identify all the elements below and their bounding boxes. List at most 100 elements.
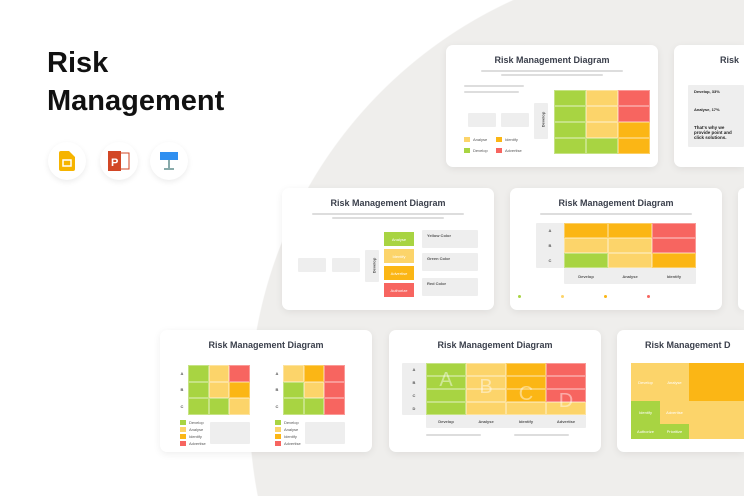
slide-preview-1[interactable]: Risk Management Diagram Develop Analyse … xyxy=(446,45,658,167)
slide-preview-7[interactable]: Risk Management Diagram A B C D A B C D Develo… xyxy=(389,330,601,452)
slide-preview-5[interactable] xyxy=(738,188,744,310)
powerpoint-icon: P xyxy=(100,142,138,180)
risk-grid xyxy=(554,90,650,154)
note-red: Red Color xyxy=(427,281,447,286)
grid-cell xyxy=(466,389,506,402)
grid-cell xyxy=(229,381,250,399)
grid-cell xyxy=(208,381,230,399)
grid-cell xyxy=(564,223,608,238)
grid-cell xyxy=(466,376,506,389)
legend-identify: Identify xyxy=(505,137,518,142)
heatmap-grid xyxy=(564,223,696,268)
slide-title: Risk Management Diagram xyxy=(494,55,610,65)
grid-cell xyxy=(652,238,696,253)
legend-advertise: Advertise xyxy=(284,441,301,446)
cell-advertise: Advertise xyxy=(666,410,683,415)
axis-label: B xyxy=(548,243,552,248)
axis-label: Develop xyxy=(438,419,454,424)
slide-preview-6[interactable]: Risk Management Diagram A B C A B C Develop A… xyxy=(160,330,372,452)
grid-cell xyxy=(426,376,466,389)
slide-title: Risk Management D xyxy=(645,340,731,350)
grid-cell xyxy=(283,365,304,382)
grid-cell xyxy=(586,106,618,122)
slide-preview-3[interactable]: Risk Management Diagram Develop Analyse … xyxy=(282,188,494,310)
watermark-letter: B xyxy=(479,376,493,398)
legend-dot xyxy=(561,295,564,298)
grid-cell xyxy=(324,365,345,382)
slide-title: Risk Management Diagram xyxy=(558,198,674,208)
legend-swatch xyxy=(275,441,281,446)
legend-swatch xyxy=(180,441,186,446)
grid-cell xyxy=(586,138,618,154)
grid-cell xyxy=(303,398,325,415)
stat-develop: Develop, 33% xyxy=(694,89,720,94)
grid-cell xyxy=(426,389,466,402)
grid-cell xyxy=(506,389,546,402)
grid-cell xyxy=(546,363,586,376)
watermark-letter: A xyxy=(439,369,453,391)
watermark-letter: C xyxy=(518,383,534,405)
vertical-label: Develop xyxy=(371,257,377,274)
grid-cell xyxy=(506,363,546,376)
slide-title: Risk Management Diagram xyxy=(208,340,324,350)
watermark-letter: D xyxy=(558,390,574,412)
cell-analyse: Analyse xyxy=(667,379,682,385)
grid-cell xyxy=(188,381,209,399)
axis-label: A xyxy=(180,370,184,376)
legend-identify: Identify xyxy=(189,434,202,439)
grid-cell xyxy=(229,365,250,382)
slide-preview-4[interactable]: Risk Management Diagram A B C Develop Analy… xyxy=(510,188,722,310)
risk-grid-left xyxy=(188,365,250,415)
legend-swatch xyxy=(275,420,281,425)
cell-authorize: Authorize xyxy=(631,424,660,439)
cell-prioritize: Prioritize xyxy=(660,424,689,439)
risk-grid-right xyxy=(283,365,345,415)
vertical-label: Develop xyxy=(540,111,546,128)
note-green: Green Color xyxy=(427,256,451,261)
grid-cell xyxy=(564,238,608,253)
tagline: That's why we provide point and click so… xyxy=(694,125,732,140)
note-yellow: Yellow Color xyxy=(427,233,452,238)
legend-swatch xyxy=(275,434,281,439)
legend-swatch xyxy=(275,427,281,432)
grid-cell xyxy=(283,398,304,415)
grid-cell xyxy=(618,90,650,106)
slide-title: Risk xyxy=(720,55,740,65)
grid-cell xyxy=(426,363,466,376)
axis-label: Identify xyxy=(666,273,682,279)
grid-cell xyxy=(466,402,506,415)
hero-title: Risk Management xyxy=(47,44,224,120)
legend-dot xyxy=(518,295,521,298)
box-authorize: Authorize xyxy=(384,283,414,297)
grid-cell xyxy=(618,106,650,122)
grid-cell xyxy=(586,122,618,138)
axis-label: Advertise xyxy=(556,419,576,424)
grid-cell xyxy=(324,398,345,415)
grid-cell xyxy=(303,365,325,382)
axis-label: C xyxy=(275,404,279,410)
axis-label: A xyxy=(412,367,416,372)
grid-cell xyxy=(546,376,586,389)
cell-identify: Identify xyxy=(631,401,660,424)
grid-cell xyxy=(618,122,650,138)
grid-cell xyxy=(608,238,652,253)
hero-title-line2: Management xyxy=(47,85,225,117)
slide-title: Risk Management Diagram xyxy=(437,340,553,350)
grid-cell xyxy=(506,376,546,389)
grid-cell xyxy=(188,365,209,382)
legend-advertise: Advertise xyxy=(505,148,522,153)
axis-label: C xyxy=(180,404,184,410)
slide-preview-2[interactable]: Risk Develop, 33% Analyse, 17% That's wh… xyxy=(674,45,744,167)
grid-cell xyxy=(324,381,345,399)
grid-cell xyxy=(208,365,230,382)
grid-cell xyxy=(229,398,250,415)
axis-label: Develop xyxy=(578,273,594,279)
legend-develop: Develop xyxy=(189,420,204,425)
slide-preview-8[interactable]: Risk Management D Develop Analyse Identi… xyxy=(617,330,744,452)
grid-cell xyxy=(564,253,608,268)
axis-label: A xyxy=(548,228,552,233)
grid-cell xyxy=(188,398,209,415)
grid-cell xyxy=(283,381,304,399)
hero-title-line1: Risk xyxy=(47,47,109,79)
svg-text:P: P xyxy=(111,157,118,169)
